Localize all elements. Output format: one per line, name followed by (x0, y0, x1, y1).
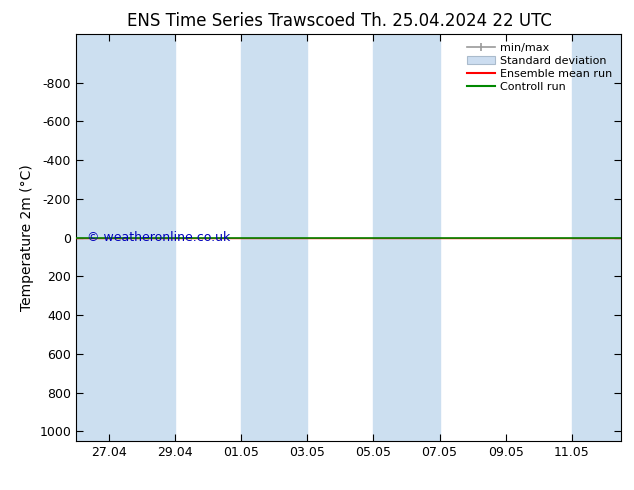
Y-axis label: Temperature 2m (°C): Temperature 2m (°C) (20, 164, 34, 311)
Text: © weatheronline.co.uk: © weatheronline.co.uk (87, 231, 230, 244)
Bar (373, 34, 439, 441)
Bar (76, 34, 175, 441)
Bar (572, 34, 621, 441)
Text: Th. 25.04.2024 22 UTC: Th. 25.04.2024 22 UTC (361, 12, 552, 30)
Legend: min/max, Standard deviation, Ensemble mean run, Controll run: min/max, Standard deviation, Ensemble me… (463, 40, 616, 95)
Text: ENS Time Series Trawscoed: ENS Time Series Trawscoed (127, 12, 355, 30)
Bar (242, 34, 307, 441)
